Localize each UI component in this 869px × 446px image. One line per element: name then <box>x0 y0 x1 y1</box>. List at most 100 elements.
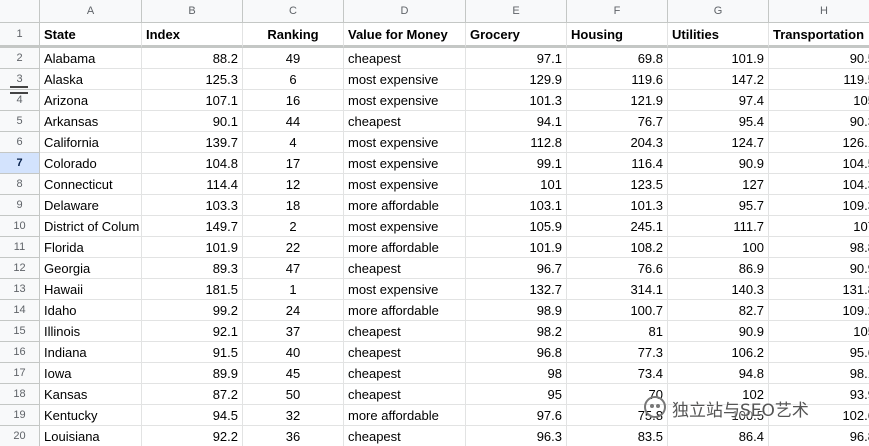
cell: 107 <box>769 216 869 237</box>
row-number: 7 <box>0 153 40 174</box>
cell: 89.9 <box>142 363 243 384</box>
cell: 105 <box>769 321 869 342</box>
cell: 140.3 <box>668 279 769 300</box>
cell: 125.3 <box>142 69 243 90</box>
column-header: Transportation <box>769 23 869 48</box>
column-letter: G <box>668 0 769 23</box>
cell: 119.6 <box>567 69 668 90</box>
cell: Kansas <box>40 384 142 405</box>
cell: cheapest <box>344 363 466 384</box>
cell: 139.7 <box>142 132 243 153</box>
cell: most expensive <box>344 69 466 90</box>
cell: 98.8 <box>769 237 869 258</box>
cell: 88.2 <box>142 48 243 69</box>
cell: 90.9 <box>769 258 869 279</box>
cell: 95 <box>466 384 567 405</box>
cell: Florida <box>40 237 142 258</box>
cell: 92.2 <box>142 426 243 446</box>
cell: 104.5 <box>769 153 869 174</box>
cell: Illinois <box>40 321 142 342</box>
cell: 131.8 <box>769 279 869 300</box>
row-number: 9 <box>0 195 40 216</box>
cell: 87.2 <box>142 384 243 405</box>
cell: 22 <box>243 237 344 258</box>
cell: 49 <box>243 48 344 69</box>
cell: cheapest <box>344 258 466 279</box>
cell: 109.2 <box>769 300 869 321</box>
cell: Arkansas <box>40 111 142 132</box>
row-number: 16 <box>0 342 40 363</box>
cell: 129.9 <box>466 69 567 90</box>
cell: 95.4 <box>668 111 769 132</box>
row-number: 10 <box>0 216 40 237</box>
cell: 101.3 <box>466 90 567 111</box>
cell: 111.7 <box>668 216 769 237</box>
cell: 123.5 <box>567 174 668 195</box>
cell: 6 <box>243 69 344 90</box>
cell: 96.8 <box>769 426 869 446</box>
cell: 92.1 <box>142 321 243 342</box>
column-header: Grocery <box>466 23 567 48</box>
cell: 109.3 <box>769 195 869 216</box>
cell: 45 <box>243 363 344 384</box>
cell: Connecticut <box>40 174 142 195</box>
cell: cheapest <box>344 426 466 446</box>
cell: 1 <box>243 279 344 300</box>
row-number: 3 <box>0 69 40 90</box>
cell: 94.1 <box>466 111 567 132</box>
cell: Arizona <box>40 90 142 111</box>
column-header: Utilities <box>668 23 769 48</box>
cell: 102.6 <box>769 405 869 426</box>
row-number: 15 <box>0 321 40 342</box>
cell: 90.1 <box>142 111 243 132</box>
cell: 107.1 <box>142 90 243 111</box>
cell: 77.3 <box>567 342 668 363</box>
cell: 105.9 <box>466 216 567 237</box>
cell: 24 <box>243 300 344 321</box>
cell: 132.7 <box>466 279 567 300</box>
cell: 90.3 <box>769 111 869 132</box>
cell: 124.7 <box>668 132 769 153</box>
cell: 97.6 <box>466 405 567 426</box>
cell: 101 <box>466 174 567 195</box>
cell: more affordable <box>344 405 466 426</box>
cell: 90.9 <box>668 321 769 342</box>
cell: 108.2 <box>567 237 668 258</box>
column-letter: C <box>243 0 344 23</box>
column-letter: F <box>567 0 668 23</box>
cell: California <box>40 132 142 153</box>
cell: District of Colum <box>40 216 142 237</box>
row-number: 5 <box>0 111 40 132</box>
row-number: 14 <box>0 300 40 321</box>
cell: 98 <box>466 363 567 384</box>
cell: Hawaii <box>40 279 142 300</box>
cell: 100 <box>668 237 769 258</box>
cell: 105 <box>769 90 869 111</box>
cell: 101.9 <box>466 237 567 258</box>
row-number: 11 <box>0 237 40 258</box>
cell: 106.2 <box>668 342 769 363</box>
cell: 104.8 <box>142 153 243 174</box>
column-header: State <box>40 23 142 48</box>
cell: Kentucky <box>40 405 142 426</box>
cell: cheapest <box>344 48 466 69</box>
watermark: 独立站与SEO艺术 <box>672 401 809 421</box>
row-number: 8 <box>0 174 40 195</box>
cell: 89.3 <box>142 258 243 279</box>
cell: 94.5 <box>142 405 243 426</box>
cell: 314.1 <box>567 279 668 300</box>
cell: 121.9 <box>567 90 668 111</box>
cell: Colorado <box>40 153 142 174</box>
cell: 95.7 <box>668 195 769 216</box>
cell: Idaho <box>40 300 142 321</box>
cell: 126.1 <box>769 132 869 153</box>
cell: 96.7 <box>466 258 567 279</box>
cell: more affordable <box>344 237 466 258</box>
column-header: Ranking <box>243 23 344 48</box>
cell: 116.4 <box>567 153 668 174</box>
row-number: 12 <box>0 258 40 279</box>
cell: 81 <box>567 321 668 342</box>
row-number: 20 <box>0 426 40 446</box>
cell: 73.4 <box>567 363 668 384</box>
